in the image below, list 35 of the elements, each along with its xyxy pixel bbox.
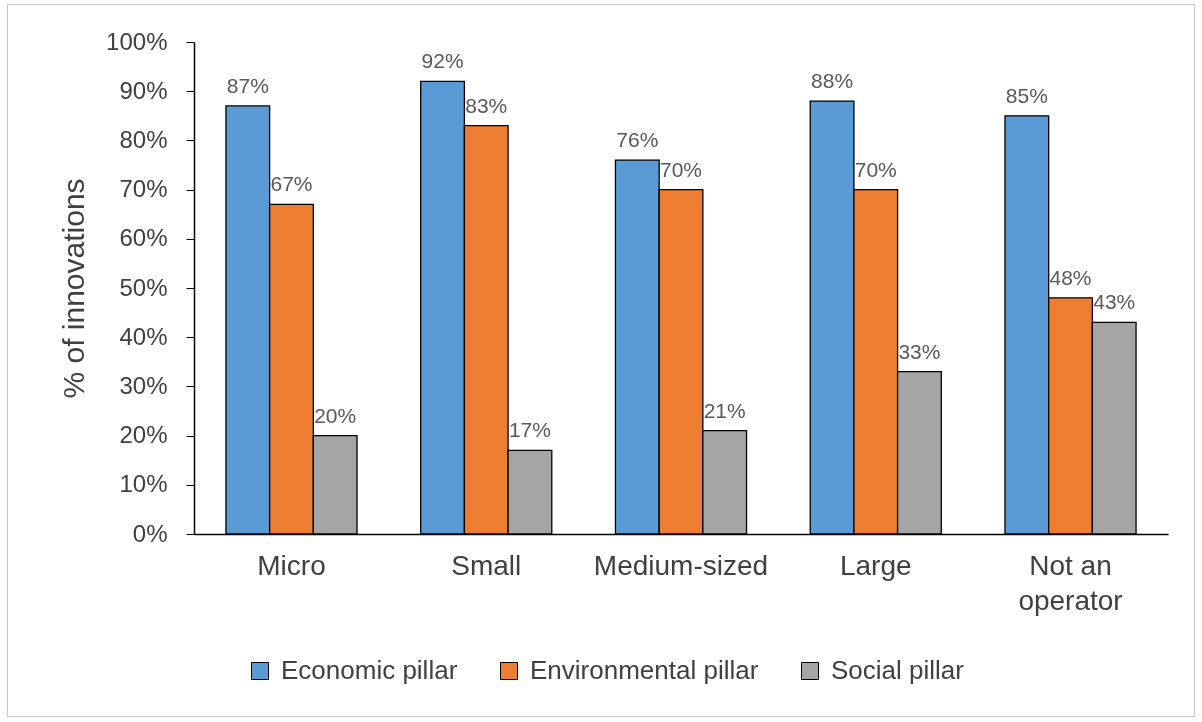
data-label: 92%	[421, 49, 464, 73]
legend-label: Social pillar	[831, 655, 965, 685]
y-tick-label: 40%	[119, 322, 168, 350]
data-label: 76%	[616, 128, 659, 152]
y-tick-label: 100%	[106, 27, 168, 55]
data-label: 33%	[898, 339, 941, 363]
y-tick-label: 20%	[119, 421, 168, 449]
x-tick-label: Medium-sized	[593, 549, 769, 581]
data-label: 48%	[1049, 265, 1092, 289]
data-label: 43%	[1093, 290, 1136, 314]
data-label: 17%	[508, 418, 551, 442]
y-tick-label: 50%	[119, 273, 168, 301]
data-label: 83%	[465, 93, 508, 117]
data-label: 88%	[811, 69, 854, 93]
y-tick-label: 60%	[119, 224, 168, 252]
data-label: 87%	[226, 73, 269, 97]
y-tick-label: 70%	[119, 175, 168, 203]
data-label: 70%	[659, 157, 703, 181]
y-tick-label: 10%	[119, 470, 168, 498]
data-label: 67%	[270, 172, 313, 196]
legend-label: Economic pillar	[281, 655, 458, 685]
legend-label: Environmental pillar	[530, 655, 759, 685]
x-tick-label: Not an operator	[1018, 549, 1123, 616]
data-label: 20%	[314, 403, 357, 427]
y-tick-label: 80%	[119, 125, 168, 153]
x-tick-label: Micro	[257, 549, 326, 581]
y-tick-label: 90%	[119, 76, 168, 104]
y-tick-label: 30%	[119, 371, 168, 399]
y-axis-title: % of innovations	[57, 178, 91, 399]
x-tick-label: Small	[451, 549, 522, 581]
data-label: 21%	[703, 398, 746, 422]
data-label: 85%	[1005, 83, 1048, 107]
data-label: 70%	[854, 157, 897, 181]
x-tick-label: Large	[839, 549, 912, 581]
y-tick-label: 0%	[132, 519, 168, 547]
